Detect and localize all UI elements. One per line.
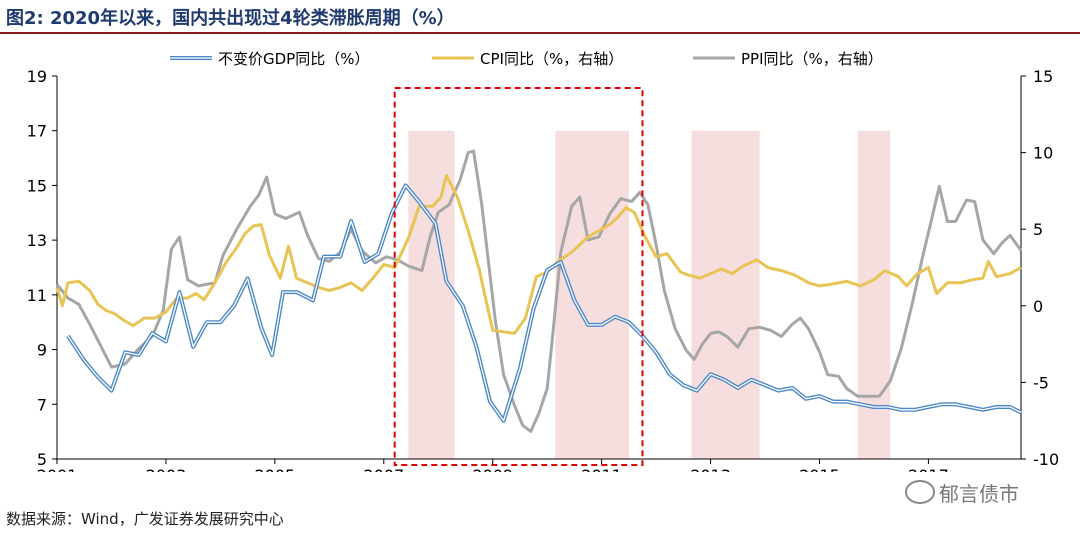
x-tick-label-2013: 2013 [690,466,731,472]
wechat-icon [905,480,935,504]
shaded-period-3 [691,130,760,459]
left-tick-label-5: 5 [37,450,47,469]
line-chart: 5 7 9 11 13 15 17 19 -10 -5 0 5 10 15 2001 2003 2005 2007… [27,50,1060,472]
series-line-gdp-inner [67,184,1022,422]
x-tick-label-2009: 2009 [472,466,513,472]
x-tick-label-2017: 2017 [908,466,949,472]
x-tick-label-2003: 2003 [146,466,187,472]
shaded-periods [408,130,891,459]
shaded-period-2 [555,130,629,459]
legend: 不变价GDP同比（%） CPI同比（%，右轴） PPI同比（%，右轴） [170,50,883,68]
title-bar: 图2: 2020年以来，国内共出现过4轮类滞胀周期（%） [0,0,1080,34]
legend-label-gdp: 不变价GDP同比（%） [218,50,369,68]
left-tick-label-19: 19 [27,67,47,86]
series-line-cpi [55,174,1022,335]
x-tick-label-2001: 2001 [37,466,78,472]
source-note: 数据来源：Wind，广发证券发展研究中心 [6,510,284,528]
right-tick-label--5: -5 [1033,373,1049,392]
axes: 5 7 9 11 13 15 17 19 -10 -5 0 5 10 15 2001 2003 2005 2007… [27,67,1060,472]
x-tick-label-2011: 2011 [581,466,622,472]
right-tick-label-0: 0 [1033,297,1043,316]
left-tick-label-7: 7 [37,395,47,414]
highlight-box-group [393,87,644,466]
series-lines [55,149,1023,433]
left-tick-label-13: 13 [27,231,47,250]
right-tick-label-5: 5 [1033,220,1043,239]
shaded-period-4 [857,130,891,459]
x-tick-label-2007: 2007 [363,466,404,472]
chart-title: 图2: 2020年以来，国内共出现过4轮类滞胀周期（%） [6,8,455,29]
right-tick-label--10: -10 [1033,450,1059,469]
right-tick-label-15: 15 [1033,67,1053,86]
series-line-ppi [55,149,1023,433]
shaded-period-1 [408,130,455,459]
right-tick-label-10: 10 [1033,144,1053,163]
left-tick-label-17: 17 [27,122,47,141]
legend-label-ppi: PPI同比（%，右轴） [741,50,883,68]
highlight-box [393,87,644,466]
left-tick-label-11: 11 [27,286,47,305]
left-tick-label-9: 9 [37,341,47,360]
legend-label-cpi: CPI同比（%，右轴） [480,50,623,68]
x-tick-label-2015: 2015 [799,466,840,472]
left-tick-label-15: 15 [27,176,47,195]
watermark-text: 郁言债市 [939,482,1019,506]
x-tick-label-2005: 2005 [254,466,295,472]
watermark: 郁言债市 [905,478,1019,507]
